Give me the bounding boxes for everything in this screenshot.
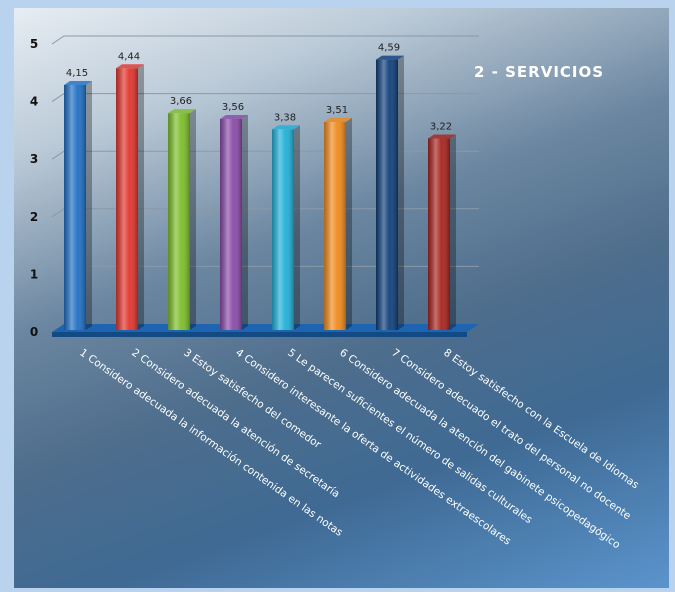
bar-side — [138, 64, 144, 331]
bar-top — [116, 64, 144, 69]
floor-top — [52, 324, 479, 332]
y-axis-ticks: 0 1 2 3 4 5 — [30, 37, 38, 339]
floor-front — [52, 332, 467, 337]
y-tick-label: 2 — [30, 210, 38, 224]
bar-highlight — [116, 68, 138, 331]
bar-top — [220, 114, 248, 119]
bar — [116, 64, 144, 331]
category-labels: 1 Considero adecuada la información cont… — [77, 347, 641, 552]
bar-side — [346, 117, 352, 330]
y-tick-label: 5 — [30, 37, 38, 51]
data-label: 3,56 — [222, 102, 244, 113]
data-label: 3,22 — [430, 122, 452, 133]
bar-highlight — [428, 138, 450, 330]
bar — [272, 125, 300, 330]
bar-side — [294, 125, 300, 330]
bar-highlight — [324, 121, 346, 330]
y-tick-label: 1 — [30, 267, 38, 281]
data-label: 3,51 — [326, 105, 348, 116]
bar-highlight — [64, 84, 86, 331]
y-tick-label: 3 — [30, 152, 38, 166]
bar-side — [86, 80, 92, 331]
bar-side — [242, 114, 248, 330]
category-label: 8 Estoy satisfecho con la Escuela de Idi… — [441, 347, 641, 492]
bar-top — [324, 117, 352, 122]
bar-top — [64, 80, 92, 85]
gridline — [51, 35, 479, 45]
category-label: 7 Considero adecuado el trato del person… — [389, 347, 633, 523]
bar — [324, 117, 352, 330]
bar-highlight — [220, 118, 242, 330]
bar-side — [398, 55, 404, 331]
chart-title: 2 - SERVICIOS — [474, 63, 604, 81]
bar-top — [168, 109, 196, 114]
data-labels: 4,15 4,44 3,66 3,56 3,38 3,51 4,59 3,22 — [66, 43, 452, 133]
bar-highlight — [168, 113, 190, 331]
chart-floor — [52, 324, 479, 337]
bar — [220, 114, 248, 330]
bar — [428, 134, 456, 330]
y-tick-label: 4 — [30, 95, 38, 109]
category-label: 5 Le parecen suficientes el número de sa… — [285, 347, 534, 526]
data-label: 4,59 — [378, 43, 400, 54]
bars — [64, 55, 456, 331]
bar-highlight — [376, 59, 398, 331]
bar — [376, 55, 404, 331]
bar-highlight — [272, 129, 294, 330]
bar-side — [190, 109, 196, 331]
bar-top — [272, 125, 300, 130]
y-tick-label: 0 — [30, 325, 38, 339]
data-label: 4,15 — [66, 68, 88, 79]
bar — [168, 109, 196, 331]
data-label: 3,66 — [170, 96, 192, 107]
bar-side — [450, 134, 456, 330]
bar-top — [428, 134, 456, 139]
data-label: 3,38 — [274, 112, 296, 123]
data-label: 4,44 — [118, 51, 140, 62]
bar-top — [376, 55, 404, 60]
bar — [64, 80, 92, 331]
